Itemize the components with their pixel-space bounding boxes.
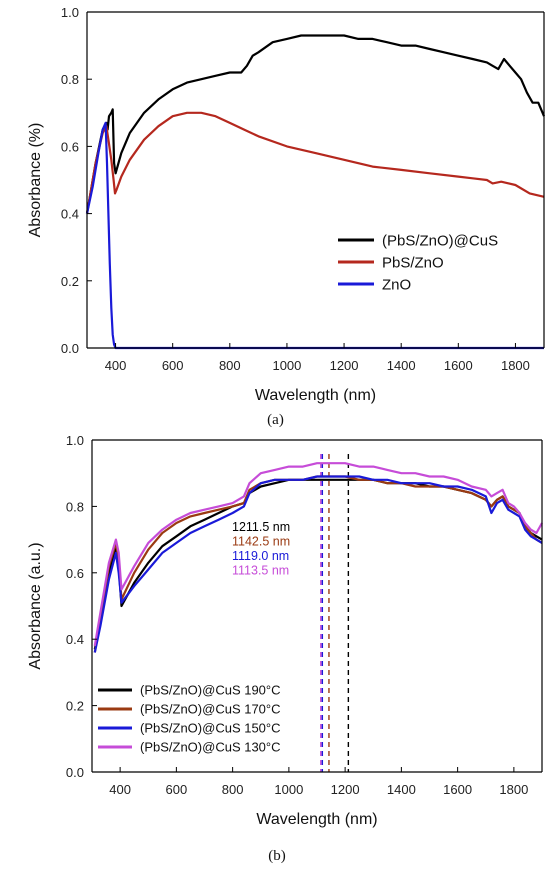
y-tick-label-0: 0.0: [61, 341, 79, 356]
y-tick-label-3: 0.6: [61, 139, 79, 154]
y-tick-label-5: 1.0: [66, 433, 84, 448]
series-line-0: [93, 478, 543, 650]
x-tick-label-5: 1400: [387, 782, 416, 797]
x-tick-label-1: 600: [166, 782, 188, 797]
x-tick-label-4: 1200: [331, 782, 360, 797]
x-tick-label-4: 1200: [330, 358, 359, 373]
x-tick-label-0: 400: [109, 782, 131, 797]
vline-label-0: 1211.5 nm: [232, 520, 290, 534]
y-axis-label: Absorbance (a.u.): [27, 542, 44, 669]
y-tick-label-4: 0.8: [61, 72, 79, 87]
y-tick-label-4: 0.8: [66, 499, 84, 514]
legend-label-1: (PbS/ZnO)@CuS 170°C: [140, 702, 281, 717]
y-tick-label-0: 0.0: [66, 765, 84, 780]
series-line-0: [85, 34, 546, 214]
x-tick-label-2: 800: [222, 782, 244, 797]
series-line-1: [85, 111, 545, 214]
series-line-1: [93, 475, 543, 653]
series-line-2: [85, 121, 544, 350]
vline-label-2: 1119.0 nm: [232, 549, 289, 563]
panel-caption: (b): [268, 848, 286, 864]
x-axis-label: Wavelength (nm): [255, 387, 376, 404]
x-tick-label-7: 1800: [501, 358, 530, 373]
x-tick-label-3: 1000: [272, 358, 301, 373]
series-line-2: [93, 475, 543, 653]
y-tick-label-2: 0.4: [61, 207, 79, 222]
x-tick-label-6: 1600: [444, 358, 473, 373]
y-tick-label-5: 1.0: [61, 5, 79, 20]
x-tick-label-6: 1600: [443, 782, 472, 797]
x-tick-label-3: 1000: [274, 782, 303, 797]
x-tick-label-0: 400: [105, 358, 127, 373]
y-tick-label-1: 0.2: [61, 274, 79, 289]
legend-label-0: (PbS/ZnO)@CuS 190°C: [140, 683, 281, 698]
legend-label-0: (PbS/ZnO)@CuS: [382, 232, 498, 249]
y-axis-label: Absorbance (%): [27, 123, 44, 238]
chart-panel-a: 400 600 800 1000 1200 1400 1600 1800 0.0 0.2 0.4 0.…: [27, 5, 546, 428]
x-tick-label-5: 1400: [387, 358, 416, 373]
x-tick-label-7: 1800: [499, 782, 528, 797]
x-axis-label: Wavelength (nm): [256, 811, 377, 828]
legend-label-2: (PbS/ZnO)@CuS 150°C: [140, 721, 281, 736]
vline-label-3: 1113.5 nm: [232, 564, 289, 578]
legend-label-2: ZnO: [382, 276, 411, 293]
panel-caption: (a): [267, 412, 284, 428]
series-line-3: [93, 462, 543, 646]
legend-label-1: PbS/ZnO: [382, 254, 444, 271]
y-tick-label-1: 0.2: [66, 699, 84, 714]
y-tick-label-2: 0.4: [66, 632, 84, 647]
vline-label-1: 1142.5 nm: [232, 535, 290, 549]
legend-label-3: (PbS/ZnO)@CuS 130°C: [140, 740, 281, 755]
x-tick-label-2: 800: [219, 358, 241, 373]
x-tick-label-1: 600: [162, 358, 184, 373]
y-tick-label-3: 0.6: [66, 566, 84, 581]
